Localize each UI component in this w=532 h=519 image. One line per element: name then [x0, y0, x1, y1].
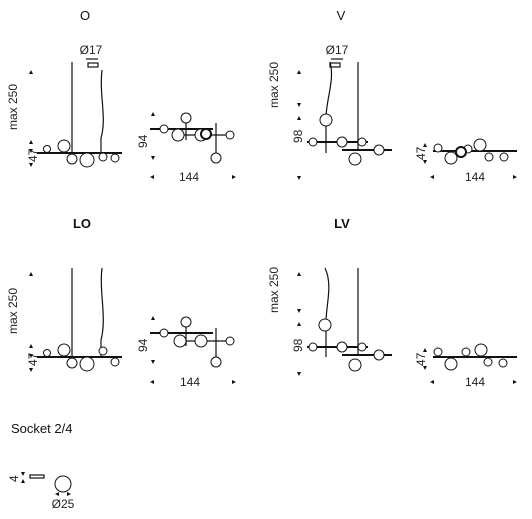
variant-lo-side-view: [37, 267, 122, 372]
arrow-down-icon: [297, 309, 301, 313]
variant-o-top-view: [150, 112, 235, 164]
arrow-up-icon: [29, 344, 33, 348]
arrow-up-icon: [297, 272, 301, 276]
variant-v-socket-drop: 47: [414, 146, 428, 160]
arrow-up-icon: [423, 143, 427, 147]
arrow-down-icon: [423, 160, 427, 164]
arrow-down-icon: [29, 149, 33, 153]
variant-lo-width-label: 144: [180, 375, 200, 389]
arrow-left-icon: [55, 492, 59, 496]
variant-o: O Ø17 max 250 47: [6, 8, 236, 184]
variant-o-side-view: [37, 62, 122, 168]
variant-lv: LV max 250 98 47: [267, 216, 517, 389]
socket-detail: Socket 2/4 4 Ø25: [7, 421, 75, 511]
variant-v-width-label: 144: [465, 170, 485, 184]
variant-lv-side-view: [307, 267, 392, 372]
variant-lo-socket-drop: 47: [26, 352, 40, 366]
variant-lo-title: LO: [73, 216, 91, 231]
variant-lv-body-height: 98: [291, 338, 305, 352]
arrow-left-icon: [150, 380, 154, 384]
arrow-left-icon: [150, 175, 154, 179]
variant-lo-top-view: [150, 316, 235, 368]
arrow-down-icon: [151, 156, 155, 160]
socket-side-profile: [29, 474, 45, 479]
arrow-up-icon: [297, 322, 301, 326]
arrow-down-icon: [29, 368, 33, 372]
arrow-right-icon: [513, 380, 517, 384]
arrow-up-icon: [21, 479, 25, 483]
variant-v-side-view: [307, 61, 392, 166]
arrow-down-icon: [423, 366, 427, 370]
arrow-up-icon: [29, 140, 33, 144]
variant-o-width-label: 144: [179, 170, 199, 184]
arrow-down-icon: [29, 163, 33, 167]
variant-lv-height-label: max 250: [267, 267, 281, 313]
socket-height-label: 4: [7, 475, 21, 482]
variant-lv-front-view: [433, 343, 517, 371]
variant-lo-height-label: max 250: [6, 288, 20, 334]
variant-o-depth-label: 94: [136, 134, 150, 148]
arrow-down-icon: [21, 472, 25, 476]
socket-title: Socket 2/4: [11, 421, 72, 436]
variant-v-height-label: max 250: [267, 62, 281, 108]
variant-o-height-label: max 250: [6, 84, 20, 130]
arrow-right-icon: [232, 175, 236, 179]
variant-lv-socket-drop: 47: [414, 352, 428, 366]
arrow-down-icon: [297, 103, 301, 107]
arrow-up-icon: [297, 116, 301, 120]
arrow-right-icon: [67, 492, 71, 496]
arrow-up-icon: [29, 70, 33, 74]
variant-v-body-height: 98: [291, 129, 305, 143]
arrow-down-icon: [151, 360, 155, 364]
variant-v-front-view: [433, 138, 517, 165]
arrow-up-icon: [423, 348, 427, 352]
variant-v-title: V: [337, 8, 346, 23]
arrow-right-icon: [513, 175, 517, 179]
arrow-up-icon: [297, 70, 301, 74]
variant-lo: LO max 250 47: [6, 216, 236, 389]
variant-o-title: O: [80, 8, 90, 23]
arrow-up-icon: [151, 112, 155, 116]
variant-v: V Ø17 max 250 98: [267, 8, 517, 184]
variant-lv-width-label: 144: [465, 375, 485, 389]
variant-o-dia-label: Ø17: [80, 43, 103, 57]
arrow-up-icon: [151, 316, 155, 320]
variant-o-socket-drop: 47: [26, 148, 40, 162]
arrow-down-icon: [297, 372, 301, 376]
socket-disc: [54, 475, 72, 493]
arrow-up-icon: [29, 272, 33, 276]
socket-dia-label: Ø25: [52, 497, 75, 511]
arrow-down-icon: [29, 354, 33, 358]
variant-lv-title: LV: [334, 216, 350, 231]
arrow-right-icon: [232, 380, 236, 384]
variant-v-dia-label: Ø17: [326, 43, 349, 57]
arrow-down-icon: [297, 176, 301, 180]
arrow-left-icon: [430, 380, 434, 384]
arrow-left-icon: [430, 175, 434, 179]
variant-lo-depth-label: 94: [136, 338, 150, 352]
